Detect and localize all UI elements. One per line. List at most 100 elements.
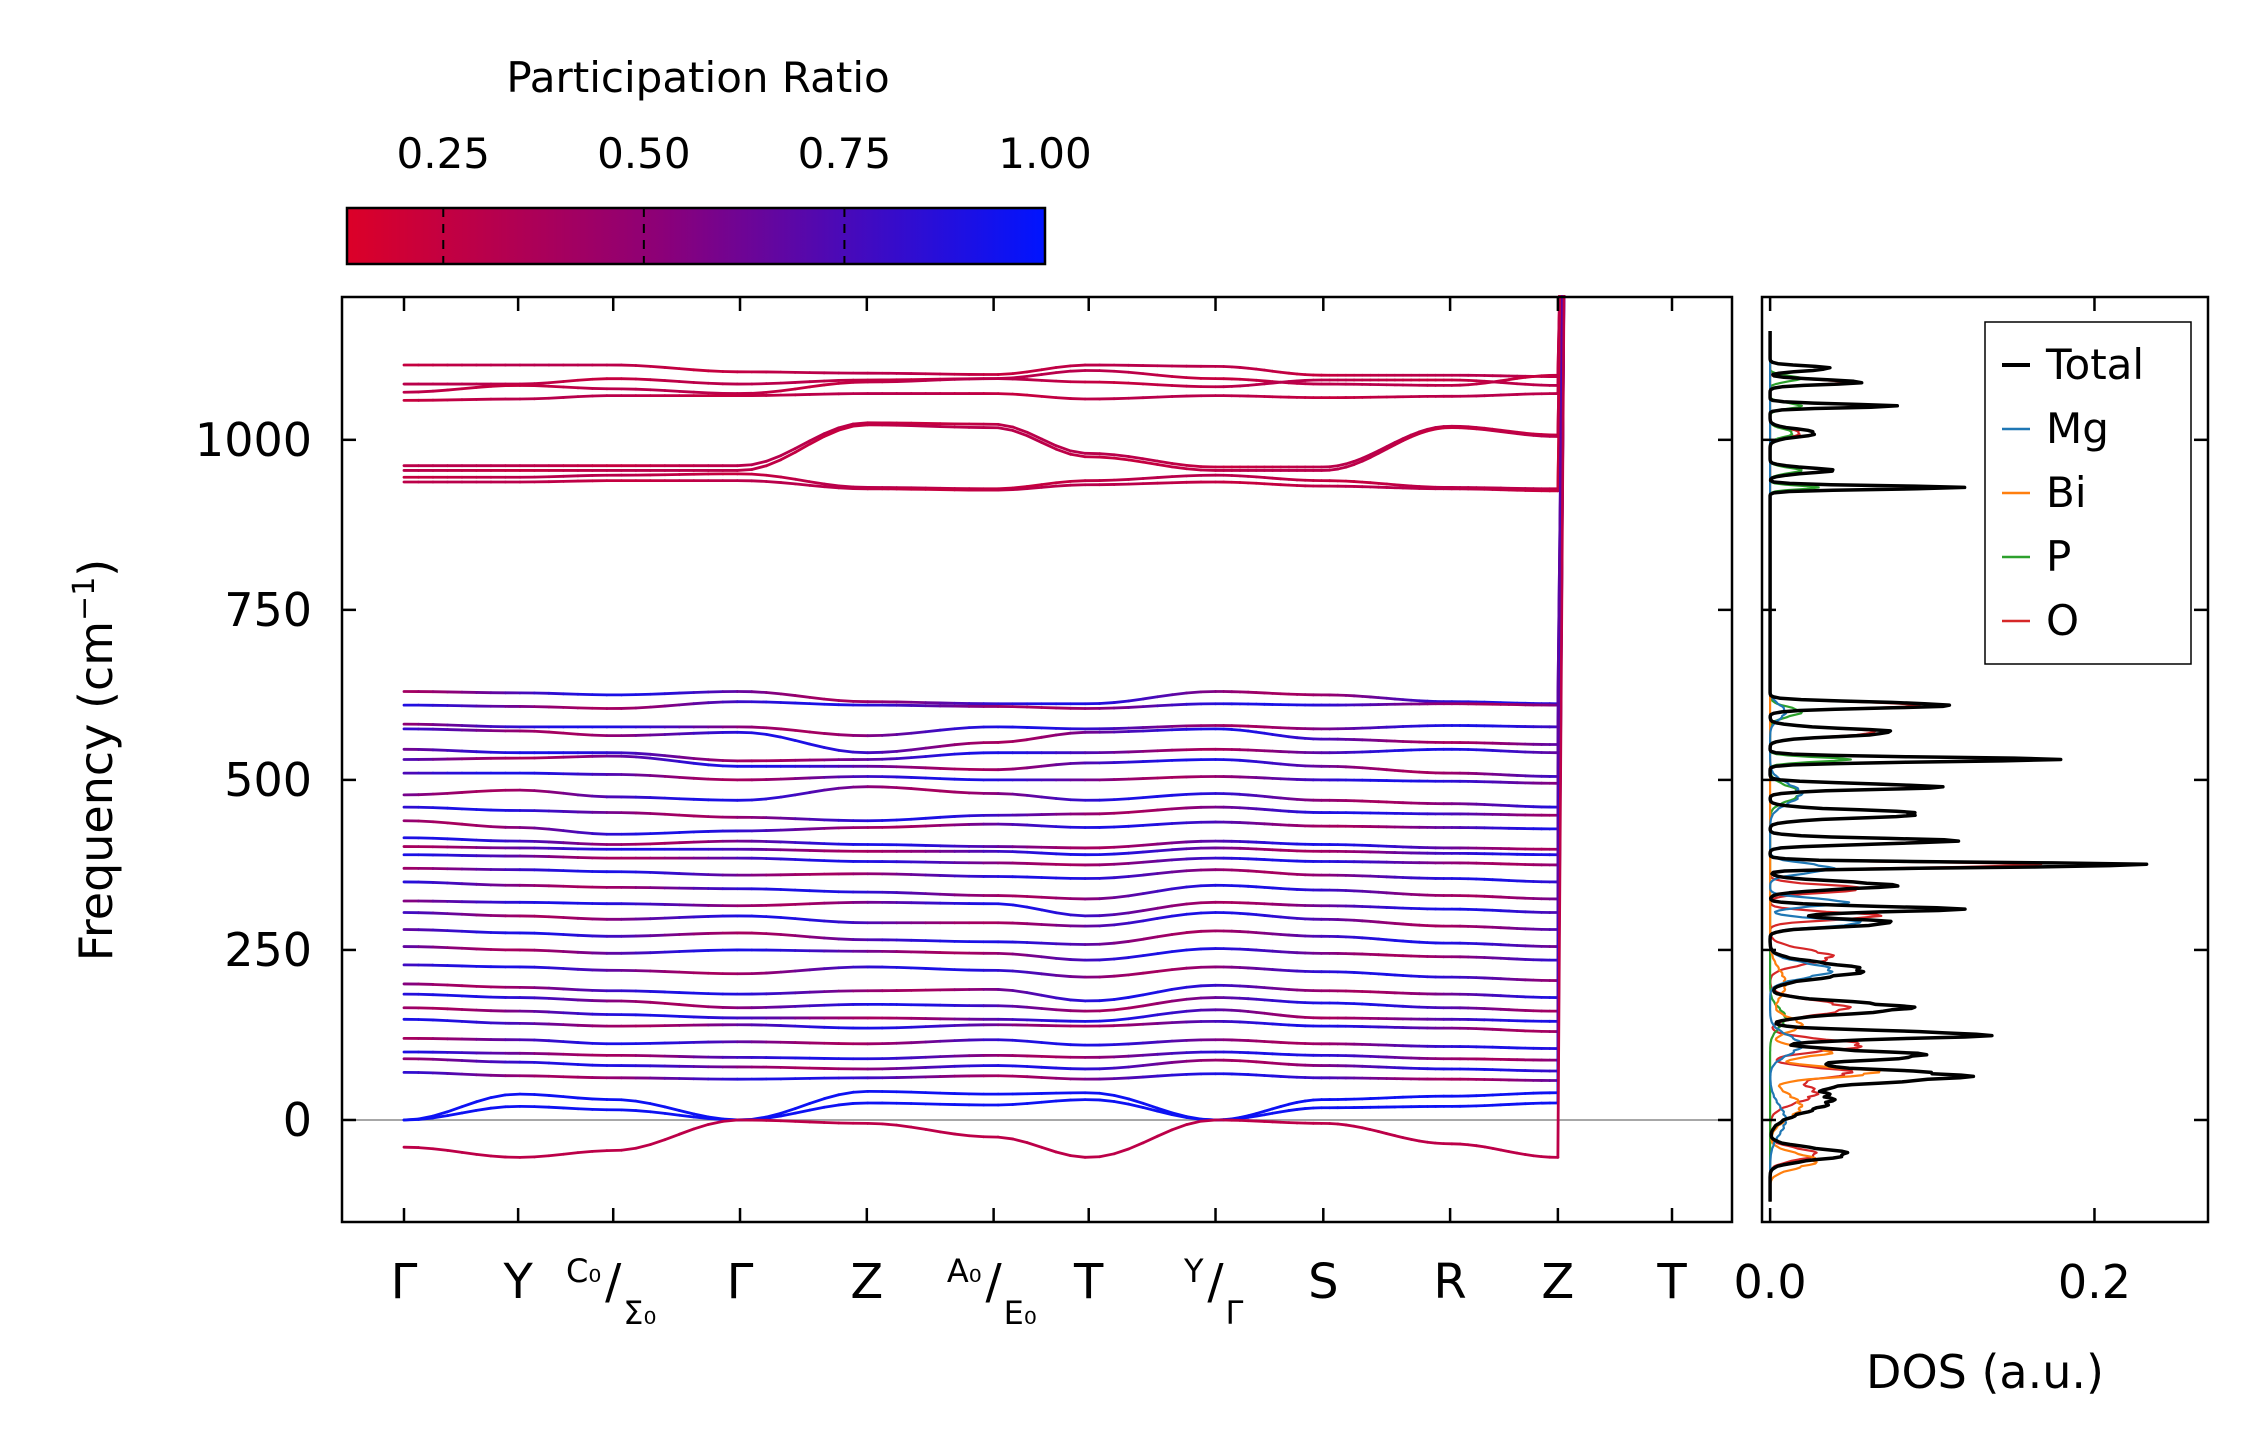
- optical-band-6-segment: [1141, 776, 1159, 780]
- high-band-4-segment: [1185, 463, 1203, 469]
- colorbar-ticks: 0.25 0.50 0.75 1.00: [397, 129, 1092, 264]
- optical-band-11-segment: [1185, 846, 1203, 851]
- optical-band-26-segment: [547, 1061, 565, 1066]
- band-k-label-bottom: Γ: [1226, 1294, 1244, 1332]
- acoustic-band-2-segment: [1141, 1134, 1159, 1145]
- optical-band-21-segment: [547, 996, 565, 1001]
- optical-band-0-segment: [663, 691, 681, 696]
- optical-band-10-segment: [460, 838, 478, 842]
- high-band-5-segment: [1112, 456, 1130, 462]
- optical-band-17-segment: [1025, 941, 1044, 945]
- optical-band-21-segment: [808, 1003, 826, 1008]
- optical-band-7-segment: [663, 796, 681, 801]
- optical-band-0-segment: [1185, 690, 1203, 695]
- high-band-5-segment: [1401, 435, 1413, 442]
- optical-band-17-segment: [475, 930, 493, 934]
- acoustic-band-1-segment: [475, 1106, 493, 1112]
- optical-band-19-segment: [562, 967, 580, 971]
- high-band-4-segment: [1112, 453, 1130, 458]
- dos-ticks: 0.0 0.2: [1734, 297, 2208, 1309]
- optical-band-18-segment: [996, 951, 1015, 956]
- optical-band-26-segment: [460, 1059, 478, 1063]
- optical-band-20-segment: [1185, 984, 1203, 989]
- legend-label-bi: Bi: [2046, 468, 2086, 517]
- optical-band-18-segment: [533, 948, 551, 953]
- high-band-3-segment: [547, 396, 565, 400]
- optical-band-5-segment: [924, 766, 942, 770]
- high-band-5-segment: [996, 426, 1015, 432]
- high-band-5-segment: [1377, 447, 1389, 455]
- optical-band-9-segment: [590, 832, 609, 836]
- acoustic-band-0-segment: [460, 1100, 478, 1109]
- optical-band-7-segment: [909, 787, 928, 792]
- high-band-4-segment: [1011, 425, 1029, 434]
- optical-band-1-segment: [663, 703, 681, 708]
- optical-band-14-segment: [460, 882, 478, 886]
- acoustic-band-2-segment: [590, 1149, 609, 1153]
- high-band-7-segment: [1011, 487, 1029, 492]
- dos-lines: [1768, 330, 2149, 1202]
- optical-band-12-segment: [1098, 862, 1116, 867]
- optical-band-19-segment: [1054, 973, 1073, 978]
- optical-band-0-segment: [808, 695, 826, 701]
- acoustic-band-2-segment: [663, 1132, 681, 1142]
- optical-band-5-segment: [663, 758, 681, 763]
- optical-band-10-segment: [677, 840, 696, 845]
- optical-band-14-segment: [793, 888, 812, 893]
- optical-band-16-segment: [1098, 923, 1116, 928]
- acoustic-band-2-segment: [1112, 1147, 1130, 1156]
- legend-label-p: P: [2046, 532, 2071, 581]
- high-band-4-segment: [1054, 444, 1073, 453]
- high-band-2-segment: [576, 386, 594, 390]
- optical-band-4-segment: [446, 748, 464, 753]
- optical-band-6-segment: [909, 776, 928, 780]
- optical-band-21-segment: [475, 995, 493, 999]
- optical-band-23-segment: [779, 1024, 797, 1028]
- optical-band-0-segment: [1098, 701, 1116, 705]
- high-band-1-segment: [822, 379, 841, 383]
- acoustic-band-2-segment: [706, 1119, 725, 1126]
- high-band-0-segment: [677, 367, 696, 372]
- high-band-2-segment: [1170, 384, 1188, 388]
- optical-band-3-segment: [779, 735, 797, 742]
- optical-band-9-segment: [576, 830, 594, 835]
- optical-band-18-segment: [1025, 953, 1044, 959]
- optical-band-8-segment: [1156, 807, 1174, 812]
- optical-band-21-segment: [562, 997, 580, 1002]
- optical-band-20-segment: [1127, 993, 1145, 999]
- optical-band-16-segment: [837, 920, 855, 924]
- optical-band-17-segment: [533, 931, 551, 936]
- optical-band-18-segment: [1185, 947, 1203, 952]
- optical-band-9-segment: [489, 825, 507, 829]
- high-band-3-segment: [1040, 394, 1058, 399]
- optical-band-27-segment: [431, 1071, 449, 1075]
- optical-band-7-segment: [677, 797, 696, 801]
- optical-band-14-segment: [1025, 895, 1044, 899]
- optical-band-4-segment: [692, 757, 710, 762]
- optical-band-9-segment: [1127, 823, 1145, 828]
- acoustic-band-0-segment: [837, 1090, 855, 1097]
- optical-band-23-segment: [938, 1024, 957, 1028]
- optical-band-2-segment: [1127, 726, 1145, 730]
- band-plot-frame: [340, 295, 1734, 1224]
- optical-band-20-segment: [533, 986, 551, 990]
- optical-band-9-segment: [1112, 824, 1130, 829]
- optical-band-15-segment: [1040, 908, 1058, 915]
- high-band-6-segment: [1025, 483, 1044, 488]
- high-band-2-segment: [1040, 378, 1058, 383]
- high-band-3-segment: [1156, 395, 1174, 399]
- high-band-4-segment: [1040, 437, 1058, 448]
- optical-band-9-segment: [1011, 823, 1029, 827]
- high-band-1-segment: [648, 378, 667, 382]
- optical-band-19-segment: [1156, 968, 1174, 973]
- optical-band-6-segment: [663, 775, 681, 779]
- optical-band-19-segment: [1170, 966, 1188, 972]
- optical-band-9-segment: [648, 831, 667, 836]
- band-k-label: Γ: [391, 1254, 418, 1310]
- optical-band-19-segment: [924, 967, 942, 971]
- high-band-2-segment: [750, 390, 768, 395]
- high-band-5-segment: [1344, 463, 1356, 469]
- acoustic-band-1-segment: [677, 1113, 696, 1119]
- optical-band-18-segment: [547, 949, 565, 953]
- optical-band-2-segment: [953, 726, 971, 731]
